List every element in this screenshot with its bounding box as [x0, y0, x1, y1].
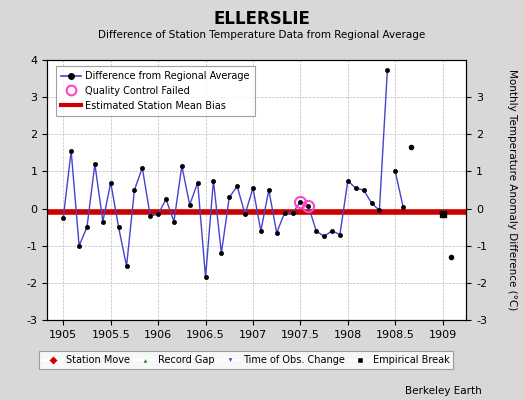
Y-axis label: Monthly Temperature Anomaly Difference (°C): Monthly Temperature Anomaly Difference (…: [507, 69, 517, 311]
Legend: Station Move, Record Gap, Time of Obs. Change, Empirical Break: Station Move, Record Gap, Time of Obs. C…: [39, 351, 453, 369]
Legend: Difference from Regional Average, Quality Control Failed, Estimated Station Mean: Difference from Regional Average, Qualit…: [56, 66, 255, 116]
Text: Difference of Station Temperature Data from Regional Average: Difference of Station Temperature Data f…: [99, 30, 425, 40]
Text: ELLERSLIE: ELLERSLIE: [214, 10, 310, 28]
Text: Berkeley Earth: Berkeley Earth: [406, 386, 482, 396]
